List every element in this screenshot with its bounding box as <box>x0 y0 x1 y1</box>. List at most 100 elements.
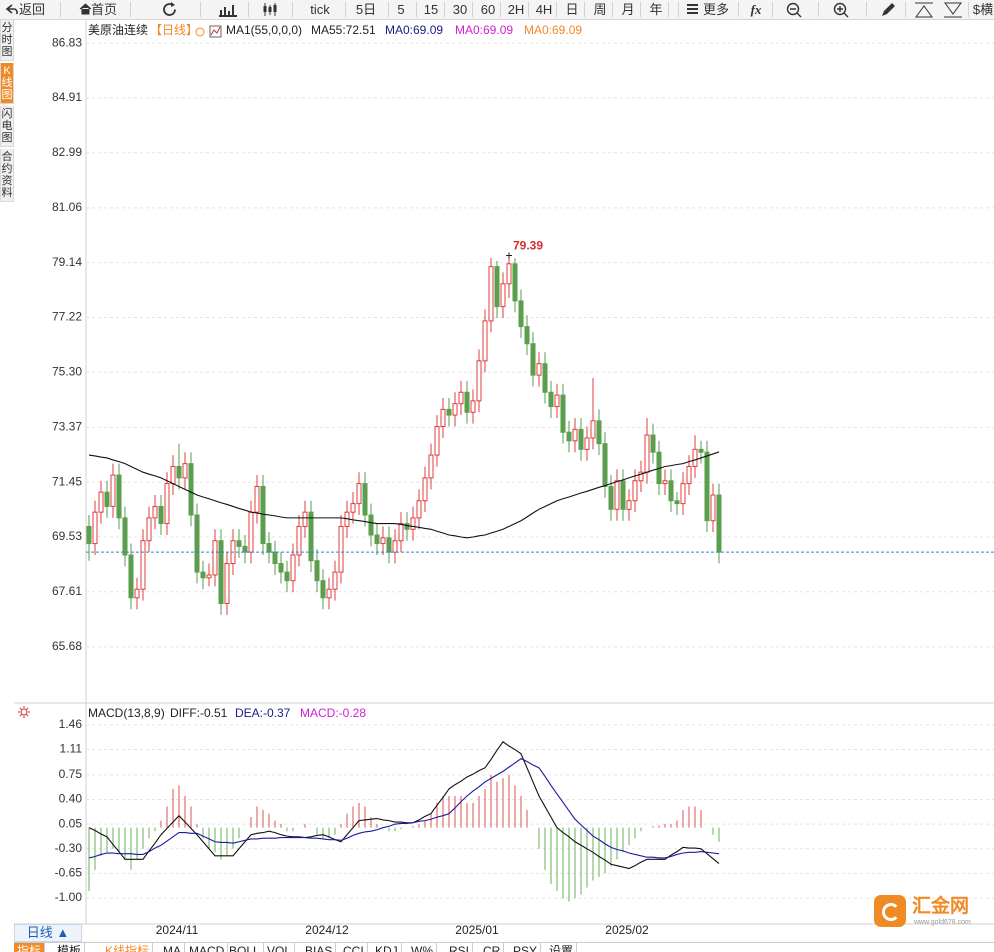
candle-body <box>158 505 164 525</box>
indicator-tab[interactable]: RSI <box>446 943 474 952</box>
candle-icon[interactable] <box>262 2 278 17</box>
period-button[interactable]: 日线 ▲ <box>14 924 82 942</box>
indicator-tab[interactable]: K线指标 <box>102 943 154 952</box>
indicator-tab[interactable]: CR <box>480 943 505 952</box>
diff-line <box>88 741 720 870</box>
candle-body <box>206 574 212 579</box>
toolbar-button[interactable]: 日 <box>565 2 579 17</box>
settings-icon[interactable] <box>195 27 205 37</box>
candle-body <box>170 465 176 485</box>
candle-body <box>338 525 344 573</box>
candle-body <box>368 514 374 536</box>
y-tick-label: 0.40 <box>59 792 83 806</box>
side-tab[interactable]: 分时图 <box>0 20 14 61</box>
macd-gear[interactable] <box>18 706 30 718</box>
toolbar-separator <box>416 2 417 17</box>
indicator-tab[interactable]: VOL <box>264 943 296 952</box>
candle-body <box>296 525 302 556</box>
toolbar-button[interactable]: 5日 <box>355 2 377 17</box>
candle-body <box>188 463 194 516</box>
zoom-in-icon[interactable] <box>833 2 849 18</box>
toolbar: 返回 首页 tick 5日 5 15 30 60 2H 4H 日周月年 更多 fx $横 <box>0 0 994 20</box>
candle-body <box>278 563 284 573</box>
toolbar-button[interactable]: 返回 <box>18 2 46 17</box>
candle-body <box>218 540 224 605</box>
indicator-tab[interactable]: MACD <box>186 943 229 952</box>
indicator-label: MA1(55,0,0,0) <box>226 23 302 37</box>
candle-body <box>440 408 446 428</box>
candle-body <box>662 480 668 485</box>
indicator-tab[interactable]: W% <box>408 943 437 952</box>
indicator-tab[interactable]: 设置 <box>546 943 578 952</box>
candle-body <box>92 511 98 545</box>
toolbar-separator <box>584 2 585 17</box>
toolbar-button[interactable]: $横 <box>972 2 994 17</box>
toolbar-button[interactable]: tick <box>310 2 330 17</box>
candle-body <box>302 511 308 527</box>
candle-body <box>710 494 716 522</box>
toolbar-separator <box>500 2 501 17</box>
x-tick-label: 2025/02 <box>605 923 649 937</box>
toolbar-button[interactable]: 15 <box>423 2 439 17</box>
toolbar-button[interactable]: 更多 <box>702 2 730 17</box>
toolbar-button[interactable]: 首页 <box>90 2 118 17</box>
candle-body <box>194 514 200 573</box>
indicator-tabs: 指标 模板 K线指标 MA MACD BOLL VOL BIAS CCI KDJ W% RSI CR PS… <box>14 942 994 952</box>
candle-body <box>566 431 572 442</box>
candle-body <box>236 540 242 547</box>
candle-body <box>650 434 656 453</box>
candle-body <box>500 283 506 308</box>
indicator-tab[interactable]: PSY <box>510 943 542 952</box>
indicator-tab[interactable]: BOLL <box>226 943 264 952</box>
side-tab[interactable]: 闪电图 <box>0 106 14 147</box>
y-tick-label: 69.53 <box>52 529 82 543</box>
indicator-tab[interactable]: KDJ <box>372 943 402 952</box>
zoom-out-icon[interactable] <box>786 2 802 18</box>
indicator-tab[interactable]: CCI <box>340 943 368 952</box>
candle-body <box>146 517 152 542</box>
candle-body <box>452 403 458 416</box>
toolbar-button[interactable]: 4H <box>535 2 553 17</box>
indicator-tab[interactable]: BIAS <box>302 943 337 952</box>
candle-body <box>164 483 170 525</box>
indicator-tab[interactable]: MA <box>160 943 185 952</box>
candle-body <box>392 540 398 553</box>
candle-body <box>584 437 590 450</box>
indicator-tab[interactable]: 指标 <box>14 943 46 952</box>
indicator-tab[interactable]: 模板 <box>54 943 86 952</box>
toolbar-separator <box>60 2 61 17</box>
side-tab[interactable]: 合约资料 <box>0 149 14 202</box>
candle-body <box>638 471 644 482</box>
toolbar-button[interactable]: 60 <box>480 2 496 17</box>
toolbar-button[interactable]: 5 <box>397 2 405 17</box>
high-label: 79.39 <box>513 239 543 253</box>
indicator-label: MA55:72.51 <box>311 23 376 37</box>
line-chart-icon[interactable] <box>218 2 238 17</box>
candle-body <box>524 326 530 345</box>
toolbar-separator <box>248 2 249 17</box>
toolbar-button[interactable]: 月 <box>621 2 635 17</box>
candle-body <box>692 448 698 467</box>
triangle-up-icon[interactable] <box>914 2 934 18</box>
candle-body <box>314 560 320 582</box>
candle-body <box>572 428 578 442</box>
refresh-icon[interactable] <box>162 2 178 17</box>
toolbar-button[interactable]: 周 <box>593 2 607 17</box>
candle-body <box>110 474 116 507</box>
side-tab[interactable]: K线图 <box>0 63 14 104</box>
triangle-down-icon[interactable] <box>943 2 963 18</box>
y-tick-label: 67.61 <box>52 584 82 598</box>
toolbar-separator <box>772 2 773 17</box>
candle-body <box>458 391 464 405</box>
candle-body <box>674 500 680 505</box>
candle-body <box>182 463 188 479</box>
y-tick-label: 0.75 <box>59 767 83 781</box>
candle-body <box>428 454 434 479</box>
candle-body <box>632 480 638 502</box>
pen-icon[interactable] <box>880 2 896 18</box>
toolbar-button[interactable]: 30 <box>452 2 468 17</box>
toolbar-button[interactable]: 年 <box>649 2 663 17</box>
toolbar-separator <box>200 2 201 17</box>
toolbar-button[interactable]: 2H <box>507 2 525 17</box>
toolbar-button[interactable]: fx <box>750 2 762 17</box>
